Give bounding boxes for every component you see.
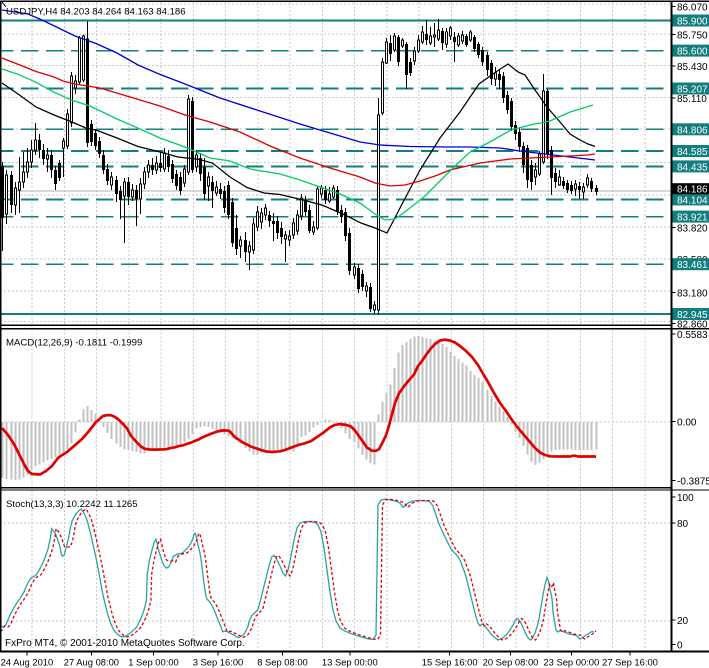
- svg-text:83.461: 83.461: [677, 260, 708, 271]
- svg-text:84.806: 84.806: [677, 125, 708, 136]
- svg-text:23 Sep 00:00: 23 Sep 00:00: [543, 657, 599, 668]
- svg-text:0.5583: 0.5583: [677, 330, 708, 341]
- svg-text:84.585: 84.585: [677, 147, 708, 158]
- svg-text:85.207: 85.207: [677, 85, 708, 96]
- svg-text:27 Sep 16:00: 27 Sep 16:00: [602, 657, 658, 668]
- svg-text:84.435: 84.435: [677, 162, 708, 173]
- svg-text:84.104: 84.104: [677, 195, 708, 206]
- svg-text:15 Sep 16:00: 15 Sep 16:00: [422, 657, 478, 668]
- svg-text:8 Sep 08:00: 8 Sep 08:00: [257, 657, 308, 668]
- svg-text:86.070: 86.070: [677, 3, 708, 14]
- svg-text:84.186: 84.186: [677, 185, 708, 196]
- svg-text:27 Aug 08:00: 27 Aug 08:00: [64, 657, 119, 668]
- svg-text:24 Aug 2010: 24 Aug 2010: [1, 657, 54, 668]
- svg-text:82.945: 82.945: [677, 310, 708, 321]
- svg-text:85.600: 85.600: [677, 47, 708, 58]
- svg-text:85.430: 85.430: [677, 62, 708, 73]
- svg-text:100: 100: [677, 493, 694, 504]
- svg-text:85.900: 85.900: [677, 17, 708, 28]
- svg-text:85.110: 85.110: [677, 94, 707, 105]
- svg-text:20 Sep 08:00: 20 Sep 08:00: [483, 657, 539, 668]
- svg-text:85.750: 85.750: [677, 31, 708, 42]
- svg-text:MACD(12,26,9) -0.1811 -0.1999: MACD(12,26,9) -0.1811 -0.1999: [6, 338, 142, 349]
- svg-text:Stoch(13,3,3) 10.2242 11.1265: Stoch(13,3,3) 10.2242 11.1265: [6, 499, 138, 510]
- svg-text:83.820: 83.820: [677, 223, 708, 234]
- svg-text:0.00: 0.00: [677, 418, 697, 429]
- svg-text:83.180: 83.180: [677, 288, 708, 299]
- svg-text:80: 80: [677, 519, 689, 530]
- svg-text:3 Sep 16:00: 3 Sep 16:00: [193, 657, 244, 668]
- svg-text:83.921: 83.921: [677, 213, 708, 224]
- svg-text:1 Sep 00:00: 1 Sep 00:00: [128, 657, 179, 668]
- svg-text:FxPro MT4, © 2001-2010 MetaQuo: FxPro MT4, © 2001-2010 MetaQuotes Softwa…: [5, 638, 245, 649]
- svg-text:0: 0: [677, 641, 683, 652]
- svg-text:13 Sep 00:00: 13 Sep 00:00: [322, 657, 378, 668]
- svg-text:-0.3875: -0.3875: [677, 477, 709, 488]
- svg-text:82.860: 82.860: [677, 320, 708, 331]
- svg-text:20: 20: [677, 616, 689, 627]
- svg-text:USDJPY,H4 84.203 84.264 84.16: USDJPY,H4 84.203 84.264 84.163 84.186: [6, 7, 186, 18]
